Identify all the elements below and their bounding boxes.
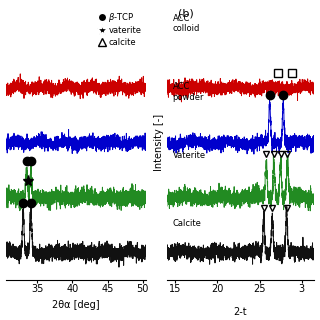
Text: Vaterite: Vaterite	[172, 151, 206, 160]
Text: 2-t: 2-t	[234, 307, 247, 317]
Legend: $\beta$-TCP, vaterite, calcite: $\beta$-TCP, vaterite, calcite	[98, 10, 142, 47]
Text: (b): (b)	[179, 8, 194, 18]
X-axis label: 2θα [deg]: 2θα [deg]	[52, 300, 100, 309]
Text: Calcite: Calcite	[172, 220, 202, 228]
Text: ACC
powder: ACC powder	[172, 82, 204, 102]
Text: ACC
colloid: ACC colloid	[172, 14, 200, 33]
Y-axis label: Intensity [-]: Intensity [-]	[154, 114, 164, 171]
